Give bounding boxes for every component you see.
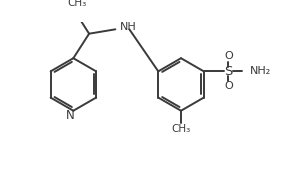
Text: CH₃: CH₃ (171, 124, 191, 134)
Text: NH₂: NH₂ (250, 66, 271, 76)
Text: NH: NH (120, 22, 136, 32)
Text: S: S (224, 65, 233, 78)
Text: N: N (65, 109, 74, 122)
Text: O: O (224, 81, 233, 91)
Text: O: O (224, 51, 233, 61)
Text: CH₃: CH₃ (67, 0, 87, 8)
